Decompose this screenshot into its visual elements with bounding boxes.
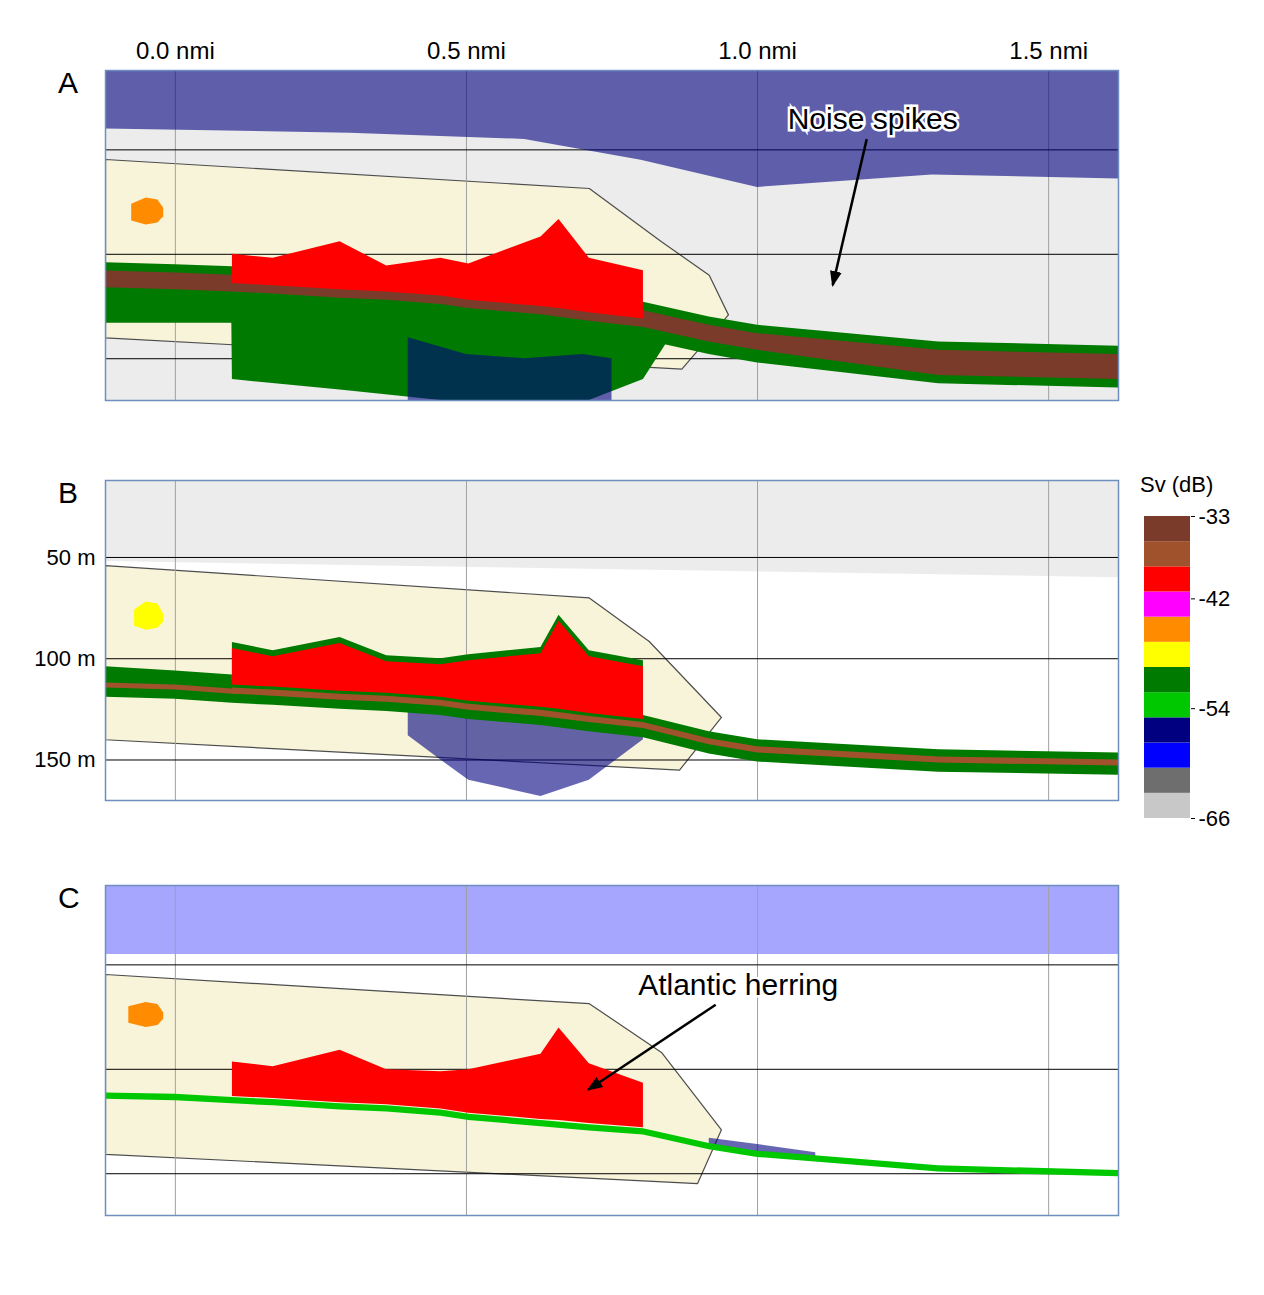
html-text:C: C [58,881,80,914]
svg-text:-54: -54 [1199,696,1231,721]
svg-text:Atlantic herring: Atlantic herring [638,968,838,1001]
svg-text:1.0 nmi: 1.0 nmi [718,37,797,64]
svg-text:100 m: 100 m [34,646,95,671]
svg-text:50 m: 50 m [47,545,96,570]
svg-text:Noise spikes: Noise spikes [788,102,958,135]
svg-text:0.5 nmi: 0.5 nmi [427,37,506,64]
html-text:Sv (dB): Sv (dB) [1140,472,1214,497]
svg-text:-66: -66 [1199,806,1231,831]
svg-text:0.0 nmi: 0.0 nmi [136,37,215,64]
html-text:A: A [58,66,78,99]
svg-text:150 m: 150 m [34,747,95,772]
svg-text:-33: -33 [1199,504,1231,529]
html-text:B: B [58,476,78,509]
svg-text:-42: -42 [1199,586,1231,611]
svg-text:1.5 nmi: 1.5 nmi [1009,37,1088,64]
